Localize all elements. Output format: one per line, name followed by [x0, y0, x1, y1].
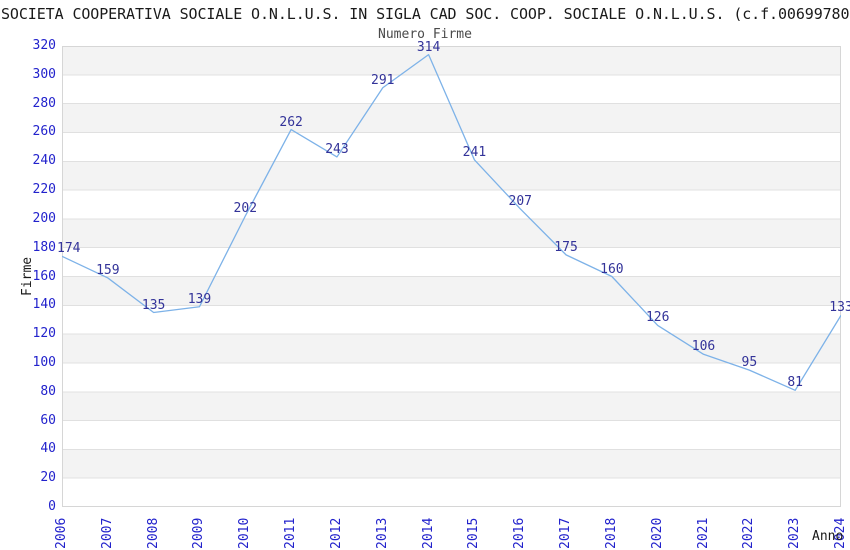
- x-tick-label: 2016: [512, 517, 528, 549]
- x-tick-label: 2015: [466, 517, 482, 549]
- y-tick-label: 0: [48, 499, 56, 514]
- x-tick-label: 2006: [54, 517, 69, 549]
- data-point-label: 262: [279, 114, 303, 130]
- data-point-label: 241: [462, 144, 487, 160]
- y-tick-label: 120: [32, 326, 56, 342]
- y-axis-title: Firme: [20, 256, 35, 296]
- x-tick-label: 2021: [695, 517, 711, 549]
- y-tick-label: 140: [32, 297, 56, 313]
- data-point-label: 175: [554, 239, 578, 255]
- y-tick-label: 240: [32, 153, 56, 169]
- y-tick-label: 200: [32, 210, 56, 226]
- plot-band: [62, 449, 841, 479]
- x-tick-label: 2014: [420, 517, 436, 549]
- plot-band: [62, 276, 841, 306]
- y-tick-label: 180: [32, 239, 56, 255]
- series-line: [62, 53, 841, 391]
- data-point-label: 160: [600, 261, 624, 277]
- page-title: SOCIETA COOPERATIVA SOCIALE O.N.L.U.S. I…: [1, 5, 850, 23]
- x-tick-label: 2018: [603, 517, 619, 549]
- data-point-label: 314: [416, 39, 441, 55]
- x-tick-label: 2023: [787, 517, 803, 549]
- y-tick-label: 80: [40, 383, 56, 399]
- data-point-label: 81: [787, 375, 803, 391]
- x-tick-label: 2022: [741, 517, 757, 549]
- x-tick-label: 2020: [649, 517, 665, 549]
- x-axis-title: Anno: [812, 529, 844, 544]
- plot-band: [62, 334, 841, 363]
- plot-band: [62, 46, 841, 75]
- y-tick-label: 20: [40, 470, 56, 486]
- y-tick-label: 300: [32, 66, 56, 82]
- data-point-label: 159: [96, 262, 120, 278]
- data-point-label: 139: [187, 291, 212, 307]
- y-tick-label: 160: [32, 268, 56, 284]
- y-tick-label: 60: [40, 412, 56, 428]
- chart-title: Numero Firme: [378, 27, 472, 42]
- y-tick-label: 320: [32, 38, 56, 53]
- plot-border: [62, 46, 841, 507]
- x-tick-label: 2009: [191, 517, 207, 549]
- y-tick-label: 100: [32, 354, 56, 370]
- x-tick-label: 2008: [145, 517, 161, 549]
- data-point-label: 207: [508, 193, 532, 209]
- data-point-label: 202: [233, 200, 258, 216]
- data-point-label: 291: [371, 72, 395, 88]
- data-point-label: 106: [691, 339, 716, 355]
- y-tick-label: 40: [40, 441, 56, 457]
- data-point-label: 243: [325, 141, 349, 157]
- y-tick-label: 220: [32, 182, 56, 198]
- data-point-label: 95: [741, 355, 758, 371]
- data-point-label: 133: [829, 300, 850, 316]
- x-tick-label: 2013: [374, 517, 390, 549]
- plot-band: [62, 391, 841, 421]
- data-point-label: 174: [57, 241, 81, 257]
- x-tick-label: 2011: [283, 517, 299, 549]
- y-tick-label: 280: [32, 95, 56, 111]
- x-tick-label: 2010: [237, 517, 253, 549]
- x-tick-label: 2017: [558, 517, 574, 549]
- data-point-label: 135: [141, 297, 166, 313]
- data-point-label: 126: [645, 310, 670, 326]
- x-tick-label: 2012: [328, 517, 344, 549]
- plot-area: [62, 46, 841, 507]
- plot-band: [62, 218, 841, 248]
- plot-band: [62, 161, 841, 191]
- y-tick-label: 260: [32, 124, 56, 140]
- x-tick-label: 2007: [99, 517, 115, 549]
